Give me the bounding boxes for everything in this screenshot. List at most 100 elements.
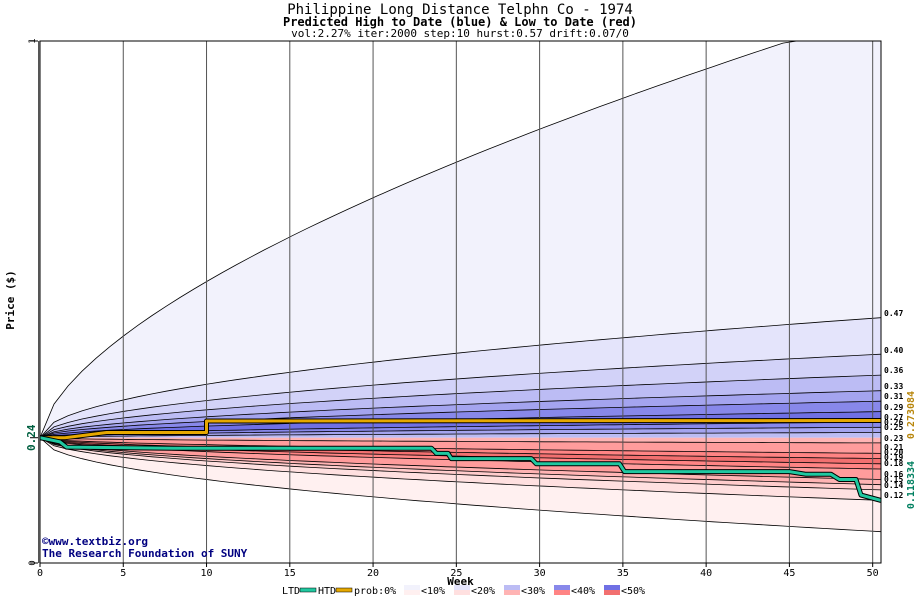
legend-swatch-lower-4 — [604, 590, 620, 595]
legend-swatch-upper-2 — [504, 585, 520, 590]
band-boundary-18 — [39, 437, 882, 501]
band-boundary-2 — [39, 353, 882, 439]
band-lower-5 — [40, 437, 881, 480]
band-upper-0 — [40, 41, 881, 438]
band-upper-9 — [40, 432, 881, 438]
band-upper-4 — [40, 390, 881, 438]
band-lower-1 — [40, 437, 881, 454]
legend-swatch-upper-0 — [404, 585, 420, 590]
legend-ltd-label: LTD — [282, 586, 300, 597]
band-boundary-0 — [39, 40, 881, 438]
right-label-17: 0.12 — [884, 491, 903, 500]
band-boundary-10 — [39, 437, 881, 444]
right-label-2: 0.36 — [884, 366, 903, 375]
band-lower-6 — [40, 437, 881, 485]
ltd-line — [39, 436, 882, 502]
legend-ltd-swatch — [299, 587, 317, 593]
right-label-10: 0.21 — [884, 443, 903, 452]
watermark-line1: ©www.textbiz.org — [42, 535, 148, 548]
legend-swatch-upper-3 — [554, 585, 570, 590]
right-label-15: 0.15 — [884, 475, 903, 484]
legend-swatch-lower-0 — [404, 590, 420, 595]
band-boundary-15 — [39, 437, 882, 480]
right-label-11: 0.20 — [884, 448, 903, 457]
x-tick-label-45: 45 — [783, 568, 795, 579]
chart-title: Philippine Long Distance Telphn Co - 197… — [287, 2, 633, 18]
right-label-13: 0.18 — [884, 459, 903, 468]
right-label-9: 0.23 — [884, 434, 903, 443]
band-boundary-4 — [39, 390, 882, 439]
x-tick-label-15: 15 — [284, 568, 296, 579]
grid-lines — [122, 41, 874, 563]
band-upper-2 — [40, 354, 881, 438]
band-lower-4 — [40, 437, 881, 469]
band-boundary-3 — [39, 374, 882, 439]
band-lower-7 — [40, 437, 881, 490]
x-tick-label-35: 35 — [617, 568, 629, 579]
band-boundary-19 — [39, 437, 882, 533]
y-tick-label-0: 1 — [28, 38, 38, 43]
band-upper-3 — [40, 375, 881, 438]
htd-final-label: 0.273084 — [906, 391, 917, 439]
band-lower-2 — [40, 437, 881, 459]
band-upper-6 — [40, 411, 881, 438]
band-lower-0 — [40, 437, 881, 443]
x-axis-title: Week — [447, 575, 474, 588]
y-tick-label-1: 0.24 — [25, 424, 38, 451]
legend-swatch-lower-2 — [504, 590, 520, 595]
band-boundary-11 — [39, 437, 882, 454]
band-boundary-16 — [39, 437, 882, 486]
value-labels: 0.47 0.40 0.36 0.330.31 0.290.270.260.25 0.23… — [884, 309, 917, 509]
band-upper-5 — [40, 401, 881, 438]
x-tick-label-25: 25 — [450, 568, 462, 579]
legend-swatch-upper-1 — [454, 585, 470, 590]
legend-prob-1: <20% — [471, 586, 495, 597]
band-boundary-17 — [39, 437, 882, 491]
legend-prob-3: <40% — [571, 586, 595, 597]
y-axis-title: Price ($) — [4, 270, 17, 330]
legend-prob-2: <30% — [521, 586, 545, 597]
axes: 0 5 10 15 20 25 30 35 40 45 50 Week Price ($) 1 0.24 0 — [4, 38, 882, 588]
legend-prob-4: <50% — [621, 586, 645, 597]
band-lower-9 — [40, 437, 881, 532]
htd-line — [40, 419, 882, 440]
legend: LTD HTD prob:0% <10% <20% <30% <40% <50% — [282, 585, 645, 597]
x-tick-label-20: 20 — [367, 568, 379, 579]
right-label-3: 0.33 — [884, 382, 903, 391]
band-boundary-1 — [39, 317, 882, 438]
band-boundary-9 — [39, 432, 881, 439]
x-tick-label-10: 10 — [201, 568, 213, 579]
legend-swatch-lower-1 — [454, 590, 470, 595]
y-axis-bar — [38, 41, 40, 563]
x-tick-label-5: 5 — [120, 568, 126, 579]
right-label-14: 0.16 — [884, 470, 903, 479]
x-tick-label-0: 0 — [37, 568, 43, 579]
chart-params: vol:2.27% iter:2000 step:10 hurst:0.57 d… — [291, 27, 629, 40]
x-tick-label-30: 30 — [534, 568, 546, 579]
right-label-0: 0.47 — [884, 309, 903, 318]
ltd-final-label: 0.118334 — [906, 461, 917, 509]
watermark-line2: The Research Foundation of SUNY — [42, 547, 248, 560]
right-label-16: 0.14 — [884, 481, 903, 490]
probability-bands — [39, 40, 882, 533]
band-boundary-5 — [39, 400, 882, 439]
legend-swatch-lower-3 — [554, 590, 570, 595]
right-label-8: 0.25 — [884, 423, 903, 432]
band-upper-1 — [40, 317, 881, 438]
band-lower-3 — [40, 437, 881, 464]
legend-swatch-upper-4 — [604, 585, 620, 590]
right-label-4: 0.31 — [884, 392, 903, 401]
y-tick-label-2: 0 — [28, 560, 38, 565]
right-label-7: 0.26 — [884, 418, 903, 427]
right-label-1: 0.40 — [884, 346, 903, 355]
legend-prob-label: prob:0% — [354, 586, 396, 597]
right-label-12: 0.19 — [884, 453, 903, 462]
chart-subtitle: Predicted High to Date (blue) & Low to D… — [282, 15, 637, 29]
x-tick-label-50: 50 — [867, 568, 879, 579]
band-lower-8 — [40, 437, 881, 501]
x-tick-label-40: 40 — [700, 568, 712, 579]
legend-htd-swatch — [335, 587, 353, 593]
legend-prob-0: <10% — [421, 586, 445, 597]
